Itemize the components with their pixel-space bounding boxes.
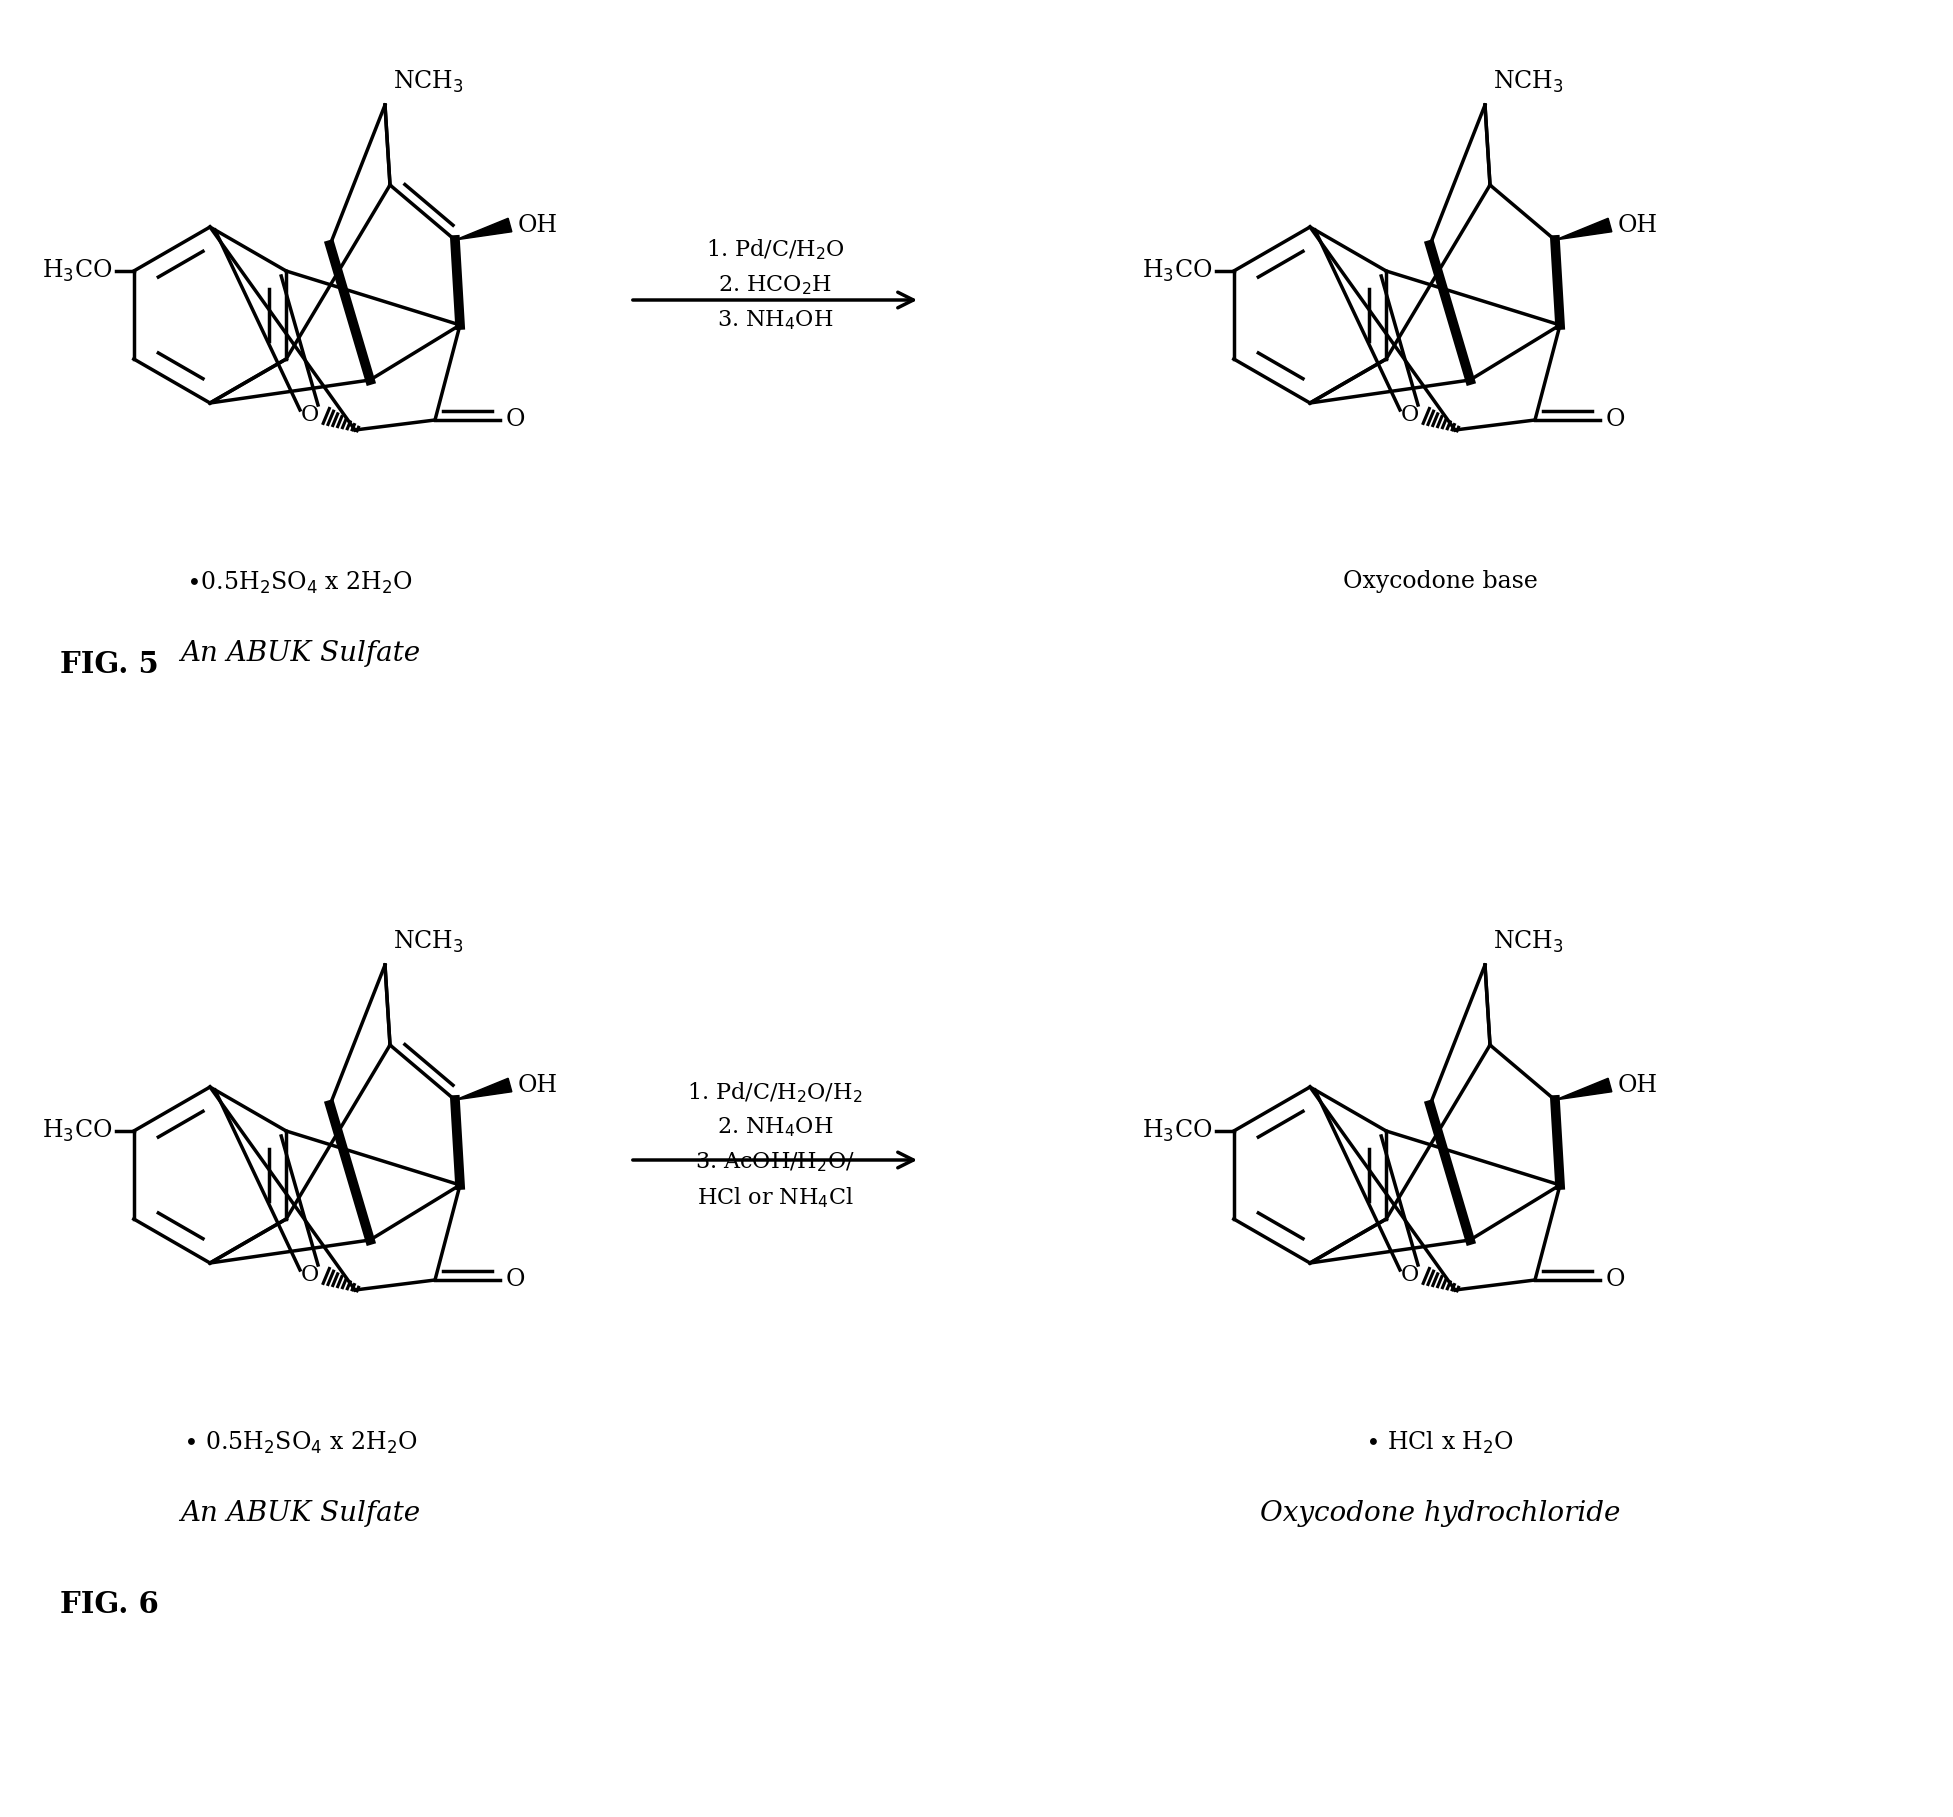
Text: OH: OH (1617, 1074, 1658, 1096)
Text: NCH$_3$: NCH$_3$ (393, 69, 463, 94)
Text: O: O (301, 403, 318, 425)
Text: O: O (506, 1268, 525, 1292)
Text: H$_3$CO: H$_3$CO (1141, 1117, 1211, 1145)
Polygon shape (1555, 218, 1611, 240)
Polygon shape (1555, 1077, 1611, 1099)
Text: O: O (1605, 409, 1625, 431)
Text: 3. AcOH/H$_2$O/: 3. AcOH/H$_2$O/ (695, 1150, 855, 1174)
Text: FIG. 5: FIG. 5 (61, 650, 158, 680)
Text: OH: OH (1617, 214, 1658, 236)
Text: OH: OH (518, 214, 559, 236)
Polygon shape (455, 1077, 512, 1099)
Text: 2. NH$_4$OH: 2. NH$_4$OH (717, 1116, 834, 1139)
Text: O: O (1605, 1268, 1625, 1292)
Text: 1. Pd/C/H$_2$O/H$_2$: 1. Pd/C/H$_2$O/H$_2$ (687, 1079, 863, 1105)
Polygon shape (455, 218, 512, 240)
Text: $\bullet$ 0.5H$_2$SO$_4$ x 2H$_2$O: $\bullet$ 0.5H$_2$SO$_4$ x 2H$_2$O (184, 1430, 418, 1455)
Text: 3. NH$_4$OH: 3. NH$_4$OH (717, 309, 834, 333)
Text: H$_3$CO: H$_3$CO (41, 258, 111, 283)
Text: $\bullet$ HCl x H$_2$O: $\bullet$ HCl x H$_2$O (1365, 1430, 1514, 1455)
Text: OH: OH (518, 1074, 559, 1096)
Text: O: O (301, 1265, 318, 1286)
Text: 2. HCO$_2$H: 2. HCO$_2$H (719, 273, 832, 296)
Text: H$_3$CO: H$_3$CO (41, 1117, 111, 1145)
Text: NCH$_3$: NCH$_3$ (1492, 928, 1564, 956)
Text: O: O (1400, 1265, 1420, 1286)
Text: 1. Pd/C/H$_2$O: 1. Pd/C/H$_2$O (705, 238, 844, 262)
Text: O: O (1400, 403, 1420, 425)
Text: NCH$_3$: NCH$_3$ (393, 928, 463, 956)
Text: Oxycodone base: Oxycodone base (1342, 571, 1537, 592)
Text: An ABUK Sulfate: An ABUK Sulfate (180, 640, 420, 667)
Text: $\bullet$0.5H$_2$SO$_4$ x 2H$_2$O: $\bullet$0.5H$_2$SO$_4$ x 2H$_2$O (186, 571, 414, 596)
Text: H$_3$CO: H$_3$CO (1141, 258, 1211, 283)
Text: HCl or NH$_4$Cl: HCl or NH$_4$Cl (697, 1185, 853, 1210)
Text: O: O (506, 409, 525, 431)
Text: FIG. 6: FIG. 6 (61, 1590, 158, 1619)
Text: Oxycodone hydrochloride: Oxycodone hydrochloride (1260, 1501, 1621, 1526)
Text: NCH$_3$: NCH$_3$ (1492, 69, 1564, 94)
Text: An ABUK Sulfate: An ABUK Sulfate (180, 1501, 420, 1526)
